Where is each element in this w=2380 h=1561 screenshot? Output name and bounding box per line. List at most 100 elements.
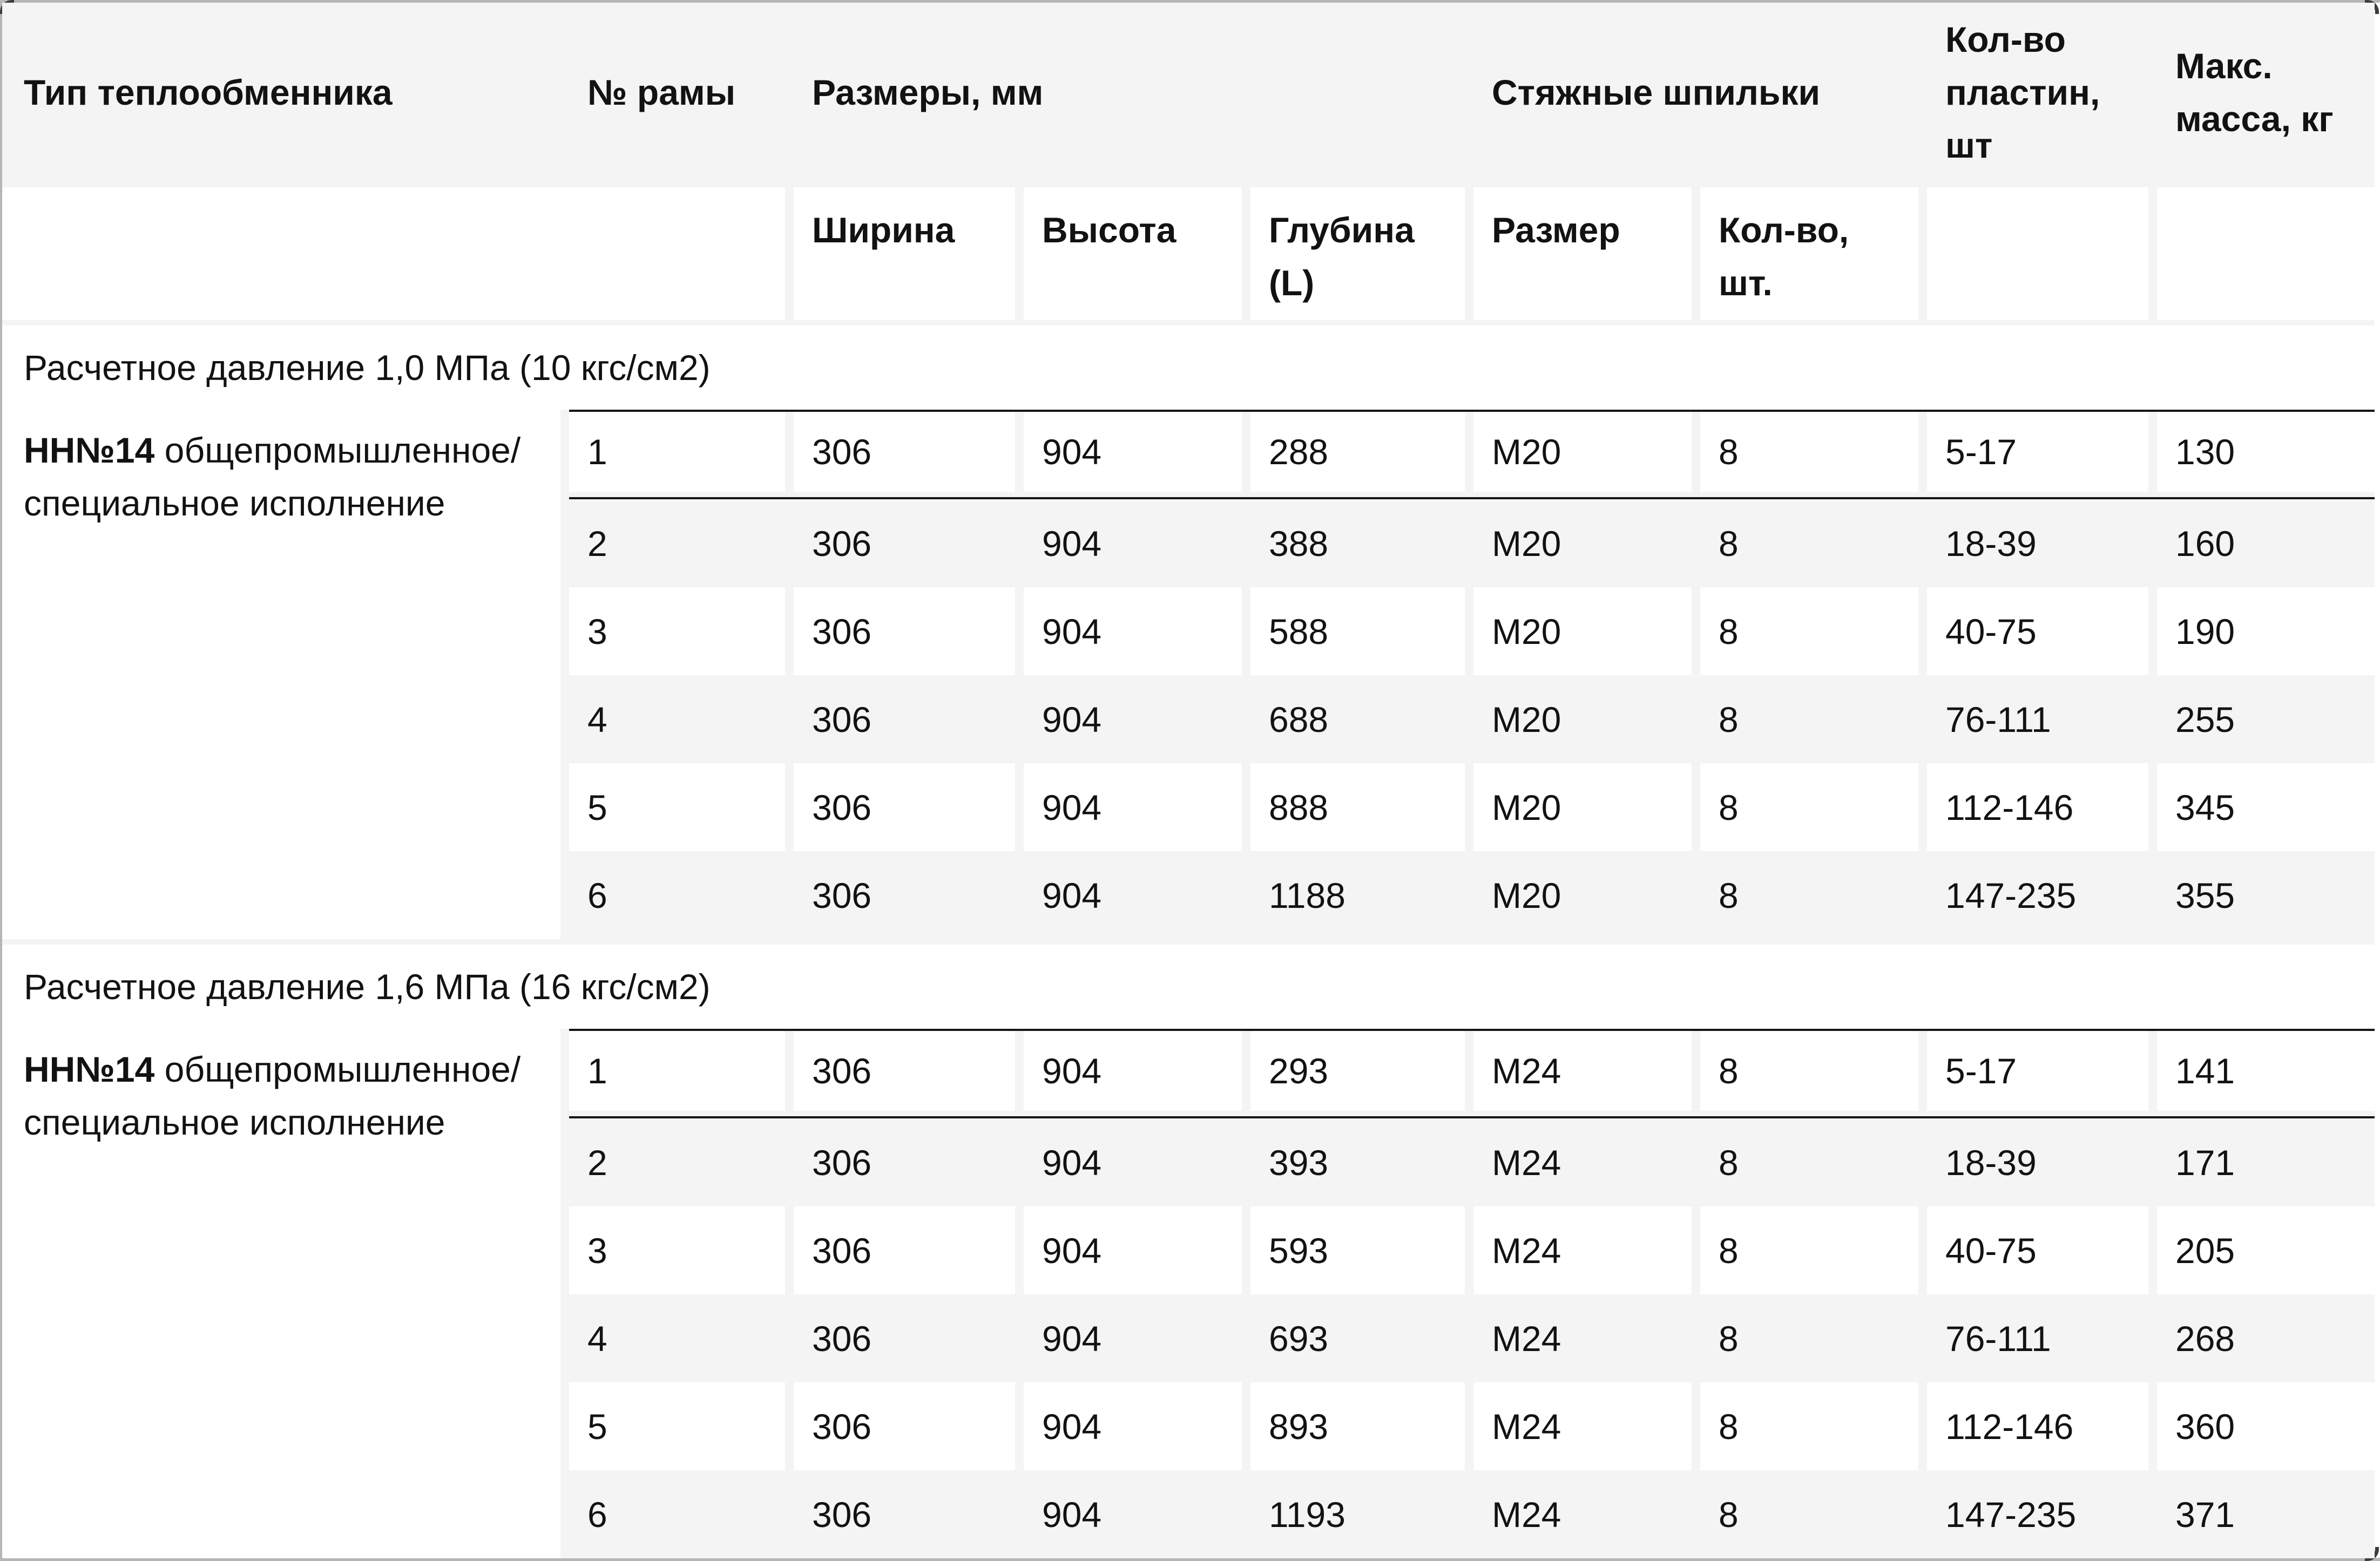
subheader-empty-plates	[1927, 187, 2148, 320]
column-header-type: Тип теплообменника	[24, 72, 393, 112]
table-cell: 205	[2157, 1206, 2375, 1294]
table-cell: 904	[1024, 587, 1242, 675]
table-row: 2 306 904 388 M20 8 18-39 160	[569, 499, 2375, 587]
row-gap	[569, 1111, 2375, 1116]
table-cell: M24	[1473, 1294, 1692, 1382]
table-cell: 8	[1700, 412, 1918, 492]
table-cell: 8	[1700, 1118, 1918, 1206]
table-cell: 6	[569, 1470, 785, 1558]
table-cell: 1188	[1250, 851, 1465, 939]
subheader-depth: Глубина (L)	[1250, 187, 1465, 320]
divider-line	[569, 1116, 2375, 1118]
table-row: 2 306 904 393 M24 8 18-39 171	[569, 1118, 2375, 1206]
row-gap	[569, 492, 2375, 497]
table-cell: 76-111	[1927, 1294, 2148, 1382]
column-group-dimensions: Размеры, мм	[812, 72, 1044, 112]
table-cell: M20	[1473, 675, 1692, 763]
exchanger-description: общепромышленное/ специальное исполнение	[24, 430, 521, 523]
data-rows-group: 1 306 904 288 M20 8 5-17 130 2 306 904 388 M20 8 18-39…	[569, 410, 2375, 939]
table-cell: M20	[1473, 499, 1692, 587]
table-cell: 360	[2157, 1382, 2375, 1470]
table-cell: 345	[2157, 763, 2375, 851]
table-cell: 693	[1250, 1294, 1465, 1382]
table-cell: 904	[1024, 851, 1242, 939]
table-cell: 76-111	[1927, 675, 2148, 763]
table-cell: 904	[1024, 412, 1242, 492]
subheader-empty-left	[2, 187, 785, 320]
table-cell: 8	[1700, 1382, 1918, 1470]
table-cell: 8	[1700, 1206, 1918, 1294]
table-cell: 306	[794, 1031, 1015, 1111]
table-cell: 5-17	[1927, 1031, 2148, 1111]
table-cell: 4	[569, 1294, 785, 1382]
bottom-edge-line	[0, 1558, 2380, 1561]
table-cell: 112-146	[1927, 1382, 2148, 1470]
table-cell: 688	[1250, 675, 1465, 763]
section-row-pressure-16: Расчетное давление 1,6 МПа (16 кгс/см2)	[2, 939, 2375, 1029]
column-group-studs: Стяжные шпильки	[1492, 72, 1821, 112]
table-row: 3 306 904 593 M24 8 40-75 205	[569, 1206, 2375, 1294]
table-cell: 8	[1700, 851, 1918, 939]
table-cell: 306	[794, 1118, 1015, 1206]
table-cell: 268	[2157, 1294, 2375, 1382]
table-cell: 2	[569, 1118, 785, 1206]
table-cell: 190	[2157, 587, 2375, 675]
table-cell: 8	[1700, 499, 1918, 587]
table-cell: 18-39	[1927, 1118, 2148, 1206]
top-edge-line	[0, 0, 2380, 3]
table-cell: 8	[1700, 675, 1918, 763]
subheader-width: Ширина	[794, 187, 1015, 320]
table-cell: 355	[2157, 851, 2375, 939]
corner-notch-top-left	[0, 0, 14, 14]
corner-notch-top-right	[2365, 0, 2379, 14]
table-cell: 130	[2157, 412, 2375, 492]
section-row-pressure-10: Расчетное давление 1,0 МПа (10 кгс/см2)	[2, 320, 2375, 410]
data-rows-group: 1 306 904 293 M24 8 5-17 141 2 306 904 393 M24 8 18-39…	[569, 1029, 2375, 1558]
divider-line	[569, 497, 2375, 499]
corner-notch-bottom-right	[2365, 1547, 2379, 1561]
column-header-max-mass: Макс. масса, кг	[2175, 46, 2334, 139]
table-cell: 288	[1250, 412, 1465, 492]
table-cell: M20	[1473, 412, 1692, 492]
table-cell: 904	[1024, 1118, 1242, 1206]
exchanger-description: общепромышленное/ специальное исполнение	[24, 1049, 521, 1142]
table-cell: 2	[569, 499, 785, 587]
table-cell: 18-39	[1927, 499, 2148, 587]
table-cell: 306	[794, 1470, 1015, 1558]
table-cell: 141	[2157, 1031, 2375, 1111]
table-cell: 40-75	[1927, 1206, 2148, 1294]
table-cell: 306	[794, 675, 1015, 763]
table-cell: 8	[1700, 763, 1918, 851]
table-row: 4 306 904 688 M20 8 76-111 255	[569, 675, 2375, 763]
table-cell: 904	[1024, 763, 1242, 851]
table-cell: 293	[1250, 1031, 1465, 1111]
table-cell: 40-75	[1927, 587, 2148, 675]
table-cell: 904	[1024, 1294, 1242, 1382]
table-cell: 593	[1250, 1206, 1465, 1294]
table-cell: 147-235	[1927, 1470, 2148, 1558]
table-cell: 306	[794, 851, 1015, 939]
data-block-pressure-16: НН№14 общепромышленное/ специальное испо…	[2, 1029, 2375, 1558]
table-cell: 306	[794, 1206, 1015, 1294]
table-cell: 904	[1024, 675, 1242, 763]
table-cell: 1193	[1250, 1470, 1465, 1558]
table-row: 5 306 904 888 M20 8 112-146 345	[569, 763, 2375, 851]
table-header-row-2: Ширина Высота Глубина (L) Размер Кол-во,…	[2, 182, 2375, 320]
table-cell: M24	[1473, 1470, 1692, 1558]
table-cell: 371	[2157, 1470, 2375, 1558]
table-cell: 112-146	[1927, 763, 2148, 851]
table-row: 1 306 904 293 M24 8 5-17 141	[569, 1031, 2375, 1111]
table-cell: 306	[794, 1294, 1015, 1382]
subheader-stud-qty: Кол-во, шт.	[1700, 187, 1918, 320]
table-cell: 8	[1700, 1031, 1918, 1111]
table-cell: 306	[794, 1382, 1015, 1470]
subheader-stud-size: Размер	[1473, 187, 1692, 320]
table-cell: 255	[2157, 675, 2375, 763]
table-cell: 1	[569, 1031, 785, 1111]
table-row: 6 306 904 1193 M24 8 147-235 371	[569, 1470, 2375, 1558]
table-cell: 3	[569, 587, 785, 675]
table-cell: 306	[794, 763, 1015, 851]
subheader-empty-mass	[2157, 187, 2375, 320]
table-cell: 306	[794, 412, 1015, 492]
table-cell: 160	[2157, 499, 2375, 587]
